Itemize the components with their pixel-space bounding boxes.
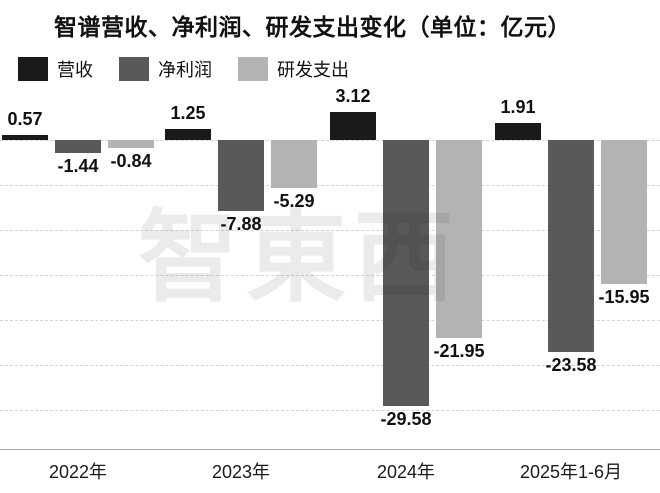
value-label-net-profit-1: -7.88: [220, 214, 262, 234]
bar-net-profit-2: [383, 140, 429, 406]
x-axis-line: [0, 449, 660, 450]
x-axis-label-3: 2025年1-6月: [519, 462, 623, 482]
bar-net-profit-1: [218, 140, 264, 211]
bar-revenue-0: [2, 135, 48, 140]
x-axis-label-0: 2022年: [48, 462, 108, 482]
legend: 营收 净利润 研发支出: [18, 56, 349, 82]
legend-item-net-profit: 净利润: [119, 56, 212, 82]
x-axis-label-1: 2023年: [211, 462, 271, 482]
value-label-net-profit-2: -29.58: [380, 409, 432, 429]
legend-label-revenue: 营收: [57, 60, 93, 80]
gridline: [0, 410, 660, 411]
gridline: [0, 365, 660, 366]
gridline: [0, 140, 660, 141]
value-label-revenue-0: 0.57: [7, 109, 43, 129]
value-label-rd-expense-3: -15.95: [598, 287, 650, 307]
bar-net-profit-0: [55, 140, 101, 153]
legend-item-rd-expense: 研发支出: [238, 56, 349, 82]
value-label-revenue-3: 1.91: [500, 97, 536, 117]
legend-swatch-revenue: [18, 57, 48, 81]
gridline: [0, 230, 660, 231]
x-axis-label-2: 2024年: [376, 462, 436, 482]
value-label-rd-expense-1: -5.29: [273, 191, 315, 211]
bar-revenue-2: [330, 112, 376, 140]
gridline: [0, 320, 660, 321]
value-label-net-profit-3: -23.58: [545, 355, 597, 375]
gridline: [0, 275, 660, 276]
value-label-rd-expense-0: -0.84: [110, 151, 152, 171]
bar-rd-expense-0: [108, 140, 154, 148]
chart-title: 智谱营收、净利润、研发支出变化（单位：亿元）: [54, 14, 571, 40]
gridline: [0, 185, 660, 186]
bar-rd-expense-1: [271, 140, 317, 188]
bar-rd-expense-2: [436, 140, 482, 338]
bar-rd-expense-3: [601, 140, 647, 284]
value-label-revenue-2: 3.12: [335, 86, 371, 106]
legend-swatch-rd-expense: [238, 57, 268, 81]
legend-label-net-profit: 净利润: [158, 60, 212, 80]
bar-revenue-3: [495, 123, 541, 140]
bar-net-profit-3: [548, 140, 594, 352]
legend-item-revenue: 营收: [18, 56, 93, 82]
value-label-net-profit-0: -1.44: [57, 156, 99, 176]
bar-revenue-1: [165, 129, 211, 140]
value-label-revenue-1: 1.25: [170, 103, 206, 123]
value-label-rd-expense-2: -21.95: [433, 341, 485, 361]
legend-swatch-net-profit: [119, 57, 149, 81]
legend-label-rd-expense: 研发支出: [277, 60, 349, 80]
